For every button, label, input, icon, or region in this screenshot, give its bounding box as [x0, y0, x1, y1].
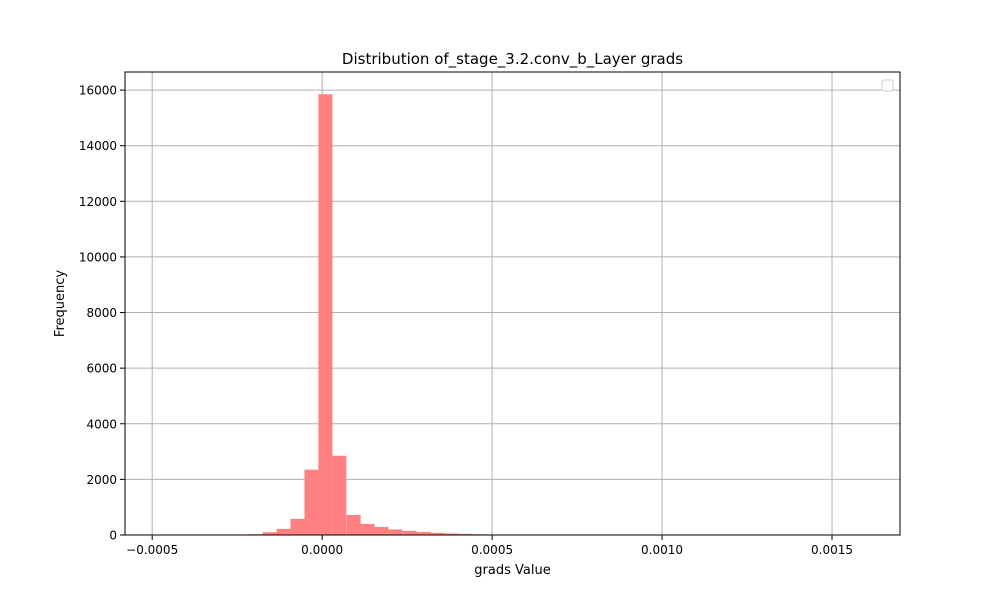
histogram-bar [374, 526, 389, 535]
y-tick-label: 12000 [79, 195, 117, 209]
y-tick-label: 4000 [86, 417, 117, 431]
histogram-bar [318, 94, 333, 535]
x-tick-label: 0.0005 [471, 543, 513, 557]
x-axis-label: grads Value [474, 563, 550, 578]
histogram-bar [276, 528, 291, 535]
y-tick-label: 14000 [79, 139, 117, 153]
x-tick-label: 0.0000 [301, 543, 343, 557]
x-tick-label: 0.0015 [811, 543, 853, 557]
plot-area [125, 72, 900, 535]
histogram-bar [458, 533, 473, 535]
histogram-bar [430, 532, 445, 535]
histogram-bar [332, 455, 347, 535]
histogram-bar [262, 532, 277, 535]
histogram-bar [444, 533, 459, 535]
y-tick-label: 16000 [79, 84, 117, 98]
y-tick-label: 2000 [86, 473, 117, 487]
y-tick-label: 10000 [79, 250, 117, 264]
x-axis-ticks: −0.0005 0.0000 0.0005 0.0010 0.0015 [126, 535, 853, 557]
x-tick-label: 0.0010 [641, 543, 683, 557]
legend-box [881, 79, 894, 92]
histogram-bar [388, 529, 403, 535]
histogram-bar [346, 514, 361, 535]
histogram-bar [360, 523, 375, 535]
y-axis-ticks: 0 2000 4000 6000 8000 10000 12000 14000 16000 [79, 84, 125, 543]
chart-title: Distribution of_stage_3.2.conv_b_Layer g… [342, 50, 683, 69]
y-axis-label: Frequency [53, 270, 68, 337]
grid-lines [125, 72, 900, 536]
histogram-bar [416, 531, 431, 535]
x-tick-label: −0.0005 [126, 543, 178, 557]
histogram-bar [402, 530, 417, 535]
y-tick-label: 6000 [86, 362, 117, 376]
histogram-bar [304, 469, 319, 535]
y-tick-label: 8000 [86, 306, 117, 320]
plot-frame [124, 71, 901, 536]
histogram-bar [290, 518, 305, 535]
histogram-bars [220, 94, 866, 536]
y-tick-label: 0 [109, 529, 117, 543]
